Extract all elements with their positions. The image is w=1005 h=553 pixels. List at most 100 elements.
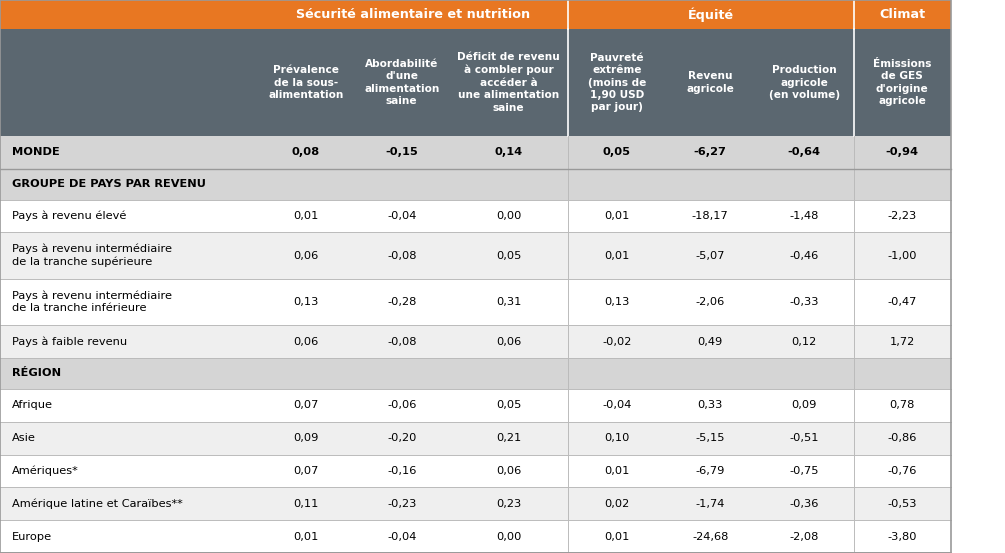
Text: Amérique latine et Caraïbes**: Amérique latine et Caraïbes** <box>12 499 183 509</box>
Text: Production
agricole
(en volume): Production agricole (en volume) <box>769 65 840 100</box>
Text: -0,02: -0,02 <box>602 337 631 347</box>
Text: -0,64: -0,64 <box>788 147 821 157</box>
Text: -5,07: -5,07 <box>695 251 725 260</box>
Text: -0,53: -0,53 <box>887 499 917 509</box>
Text: Sécurité alimentaire et nutrition: Sécurité alimentaire et nutrition <box>295 8 530 21</box>
Text: Déficit de revenu
à combler pour
accéder à
une alimentation
saine: Déficit de revenu à combler pour accéder… <box>457 53 560 113</box>
Bar <box>0 0 951 29</box>
Text: 0,08: 0,08 <box>291 147 320 157</box>
Text: -18,17: -18,17 <box>691 211 729 221</box>
Text: 0,06: 0,06 <box>496 466 522 476</box>
Text: -0,46: -0,46 <box>790 251 819 260</box>
Text: 0,12: 0,12 <box>792 337 817 347</box>
Text: -0,36: -0,36 <box>790 499 819 509</box>
Text: -3,80: -3,80 <box>887 531 917 541</box>
Text: -0,75: -0,75 <box>790 466 819 476</box>
Bar <box>0 455 951 487</box>
Text: -0,06: -0,06 <box>387 400 416 410</box>
Text: -0,20: -0,20 <box>387 433 416 443</box>
Text: Pays à revenu élevé: Pays à revenu élevé <box>12 211 127 221</box>
Text: -0,76: -0,76 <box>887 466 917 476</box>
Text: -0,04: -0,04 <box>387 211 416 221</box>
Text: -2,08: -2,08 <box>790 531 819 541</box>
Text: 0,06: 0,06 <box>293 251 319 260</box>
Text: 0,06: 0,06 <box>293 337 319 347</box>
Text: -0,04: -0,04 <box>602 400 631 410</box>
Text: 0,10: 0,10 <box>604 433 629 443</box>
Text: 0,01: 0,01 <box>604 251 629 260</box>
Text: Pays à revenu intermédiaire
de la tranche inférieure: Pays à revenu intermédiaire de la tranch… <box>12 290 172 314</box>
Text: -0,15: -0,15 <box>385 147 418 157</box>
Text: Émissions
de GES
d'origine
agricole: Émissions de GES d'origine agricole <box>873 59 932 106</box>
Text: Prévalence
de la sous-
alimentation: Prévalence de la sous- alimentation <box>268 65 344 100</box>
Text: -6,79: -6,79 <box>695 466 725 476</box>
Text: 0,09: 0,09 <box>792 400 817 410</box>
Text: -1,74: -1,74 <box>695 499 725 509</box>
Text: -0,47: -0,47 <box>887 297 917 307</box>
Text: 0,07: 0,07 <box>293 466 319 476</box>
Text: -0,86: -0,86 <box>887 433 917 443</box>
Bar <box>0 487 951 520</box>
Text: 0,05: 0,05 <box>603 147 631 157</box>
Text: RÉGION: RÉGION <box>12 368 61 378</box>
Text: 0,05: 0,05 <box>496 400 522 410</box>
Text: Pays à faible revenu: Pays à faible revenu <box>12 336 128 347</box>
Text: 0,01: 0,01 <box>293 531 319 541</box>
Text: 0,00: 0,00 <box>496 211 522 221</box>
Text: Pays à revenu intermédiaire
de la tranche supérieure: Pays à revenu intermédiaire de la tranch… <box>12 244 172 267</box>
Text: 0,13: 0,13 <box>293 297 319 307</box>
Text: -0,08: -0,08 <box>387 337 416 347</box>
Text: -1,00: -1,00 <box>887 251 917 260</box>
Text: -2,23: -2,23 <box>887 211 917 221</box>
Text: 0,01: 0,01 <box>604 466 629 476</box>
Bar <box>0 200 951 232</box>
Text: 0,05: 0,05 <box>496 251 522 260</box>
Text: 0,31: 0,31 <box>496 297 522 307</box>
Text: 0,01: 0,01 <box>293 211 319 221</box>
Text: 0,11: 0,11 <box>293 499 319 509</box>
Bar <box>0 520 951 553</box>
Text: MONDE: MONDE <box>12 147 60 157</box>
Text: 0,01: 0,01 <box>604 211 629 221</box>
Text: -0,04: -0,04 <box>387 531 416 541</box>
Text: -24,68: -24,68 <box>692 531 729 541</box>
Text: GROUPE DE PAYS PAR REVENU: GROUPE DE PAYS PAR REVENU <box>12 179 206 189</box>
Text: 1,72: 1,72 <box>889 337 915 347</box>
Text: -0,94: -0,94 <box>885 147 919 157</box>
Text: Abordabilité
d'une
alimentation
saine: Abordabilité d'une alimentation saine <box>364 59 439 106</box>
Text: 0,02: 0,02 <box>604 499 629 509</box>
Text: -0,16: -0,16 <box>387 466 416 476</box>
Text: 0,00: 0,00 <box>496 531 522 541</box>
Text: -0,51: -0,51 <box>790 433 819 443</box>
Text: 0,23: 0,23 <box>496 499 522 509</box>
Bar <box>0 29 951 135</box>
Text: 0,06: 0,06 <box>496 337 522 347</box>
Bar <box>0 325 951 358</box>
Text: Afrique: Afrique <box>12 400 53 410</box>
Text: -2,06: -2,06 <box>695 297 725 307</box>
Text: 0,33: 0,33 <box>697 400 723 410</box>
Text: 0,07: 0,07 <box>293 400 319 410</box>
Text: Revenu
agricole: Revenu agricole <box>686 71 735 94</box>
Text: 0,13: 0,13 <box>604 297 629 307</box>
Text: -6,27: -6,27 <box>693 147 727 157</box>
Bar <box>0 389 951 422</box>
Text: -0,28: -0,28 <box>387 297 416 307</box>
Text: 0,09: 0,09 <box>293 433 319 443</box>
Bar <box>0 279 951 325</box>
Bar <box>0 135 951 169</box>
Bar <box>0 358 951 389</box>
Text: -5,15: -5,15 <box>695 433 725 443</box>
Text: 0,14: 0,14 <box>494 147 523 157</box>
Bar <box>0 232 951 279</box>
Text: Amériques*: Amériques* <box>12 466 78 476</box>
Text: Climat: Climat <box>879 8 926 21</box>
Text: -0,23: -0,23 <box>387 499 416 509</box>
Bar <box>0 422 951 455</box>
Bar <box>0 169 951 200</box>
Text: 0,49: 0,49 <box>697 337 723 347</box>
Text: -1,48: -1,48 <box>790 211 819 221</box>
Text: 0,01: 0,01 <box>604 531 629 541</box>
Text: Asie: Asie <box>12 433 36 443</box>
Text: Équité: Équité <box>687 7 734 22</box>
